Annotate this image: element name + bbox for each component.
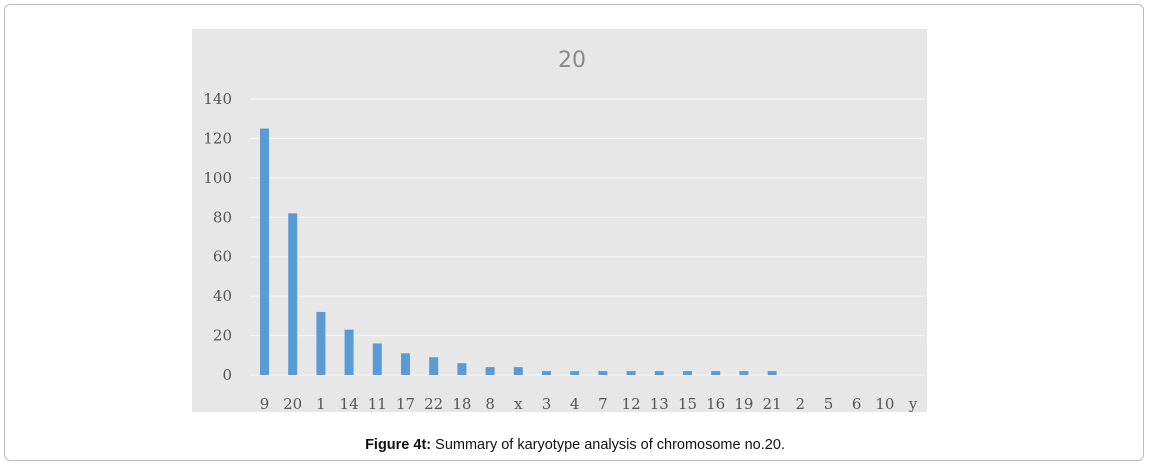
bar-16 (711, 371, 721, 375)
bar-11 (372, 343, 382, 375)
gridlines (250, 98, 925, 376)
x-tick-label: 16 (706, 395, 725, 412)
bar-12 (626, 371, 636, 375)
y-tick-label: 0 (222, 366, 232, 384)
x-tick-label: 13 (650, 395, 669, 412)
bar-22 (429, 357, 439, 375)
chart-title: 20 (558, 48, 586, 73)
x-tick-label: 21 (763, 395, 782, 412)
bar-14 (344, 329, 354, 375)
y-tick-label: 80 (213, 208, 232, 226)
x-tick-label: y (908, 395, 918, 412)
x-tick-label: 15 (678, 395, 697, 412)
y-axis-ticks: 0 20 40 60 80 100 120 140 (203, 90, 232, 384)
y-tick-label: 40 (213, 287, 232, 305)
x-tick-label: 12 (622, 395, 641, 412)
y-tick-label: 100 (203, 169, 232, 187)
x-tick-label: 14 (340, 395, 359, 412)
x-tick-label: 2 (796, 395, 806, 412)
x-tick-label: 10 (875, 395, 894, 412)
figure-caption: Figure 4t: Summary of karyotype analysis… (0, 437, 1150, 453)
x-tick-label: 18 (452, 395, 471, 412)
y-tick-label: 140 (203, 90, 232, 108)
x-tick-label: 4 (570, 395, 580, 412)
chart-panel: 20 0 20 40 60 80 100 120 140 9 20 1 14 11 17 22 18 8 x 3 4… (192, 29, 927, 412)
bar-19 (739, 371, 749, 375)
y-tick-label: 120 (203, 129, 232, 147)
bar-1 (316, 311, 326, 375)
x-tick-label: 3 (542, 395, 552, 412)
x-tick-label: 11 (368, 395, 387, 412)
bar-x (513, 367, 523, 375)
x-tick-label: 6 (852, 395, 862, 412)
x-tick-label: 17 (396, 395, 415, 412)
bar-18 (457, 363, 467, 375)
bar-8 (485, 367, 495, 375)
bar-20 (288, 213, 298, 375)
bar-7 (598, 371, 608, 375)
x-tick-label: 20 (283, 395, 302, 412)
x-tick-label: 9 (260, 395, 270, 412)
x-tick-label: 7 (598, 395, 608, 412)
bar-17 (401, 353, 410, 375)
x-tick-label: 1 (316, 395, 326, 412)
x-tick-label: 22 (424, 395, 443, 412)
y-tick-label: 60 (213, 248, 232, 266)
bar-9 (260, 128, 269, 375)
bars (260, 128, 777, 375)
x-tick-label: 5 (824, 395, 834, 412)
bar-chart: 20 0 20 40 60 80 100 120 140 9 20 1 14 11 17 22 18 8 x 3 4… (203, 48, 925, 412)
bar-4 (570, 371, 580, 375)
bar-13 (654, 371, 664, 375)
x-axis-ticks: 9 20 1 14 11 17 22 18 8 x 3 4 7 12 13 15 16 19 21 2 5 6 10 y (260, 395, 918, 412)
bar-15 (683, 371, 692, 375)
caption-label: Figure 4t: (365, 437, 432, 453)
x-tick-label: x (514, 395, 523, 412)
x-tick-label: 19 (734, 395, 753, 412)
caption-text: Summary of karyotype analysis of chromos… (431, 437, 785, 453)
x-tick-label: 8 (485, 395, 495, 412)
bar-3 (542, 371, 551, 375)
bar-21 (767, 371, 777, 375)
y-tick-label: 20 (213, 327, 232, 345)
